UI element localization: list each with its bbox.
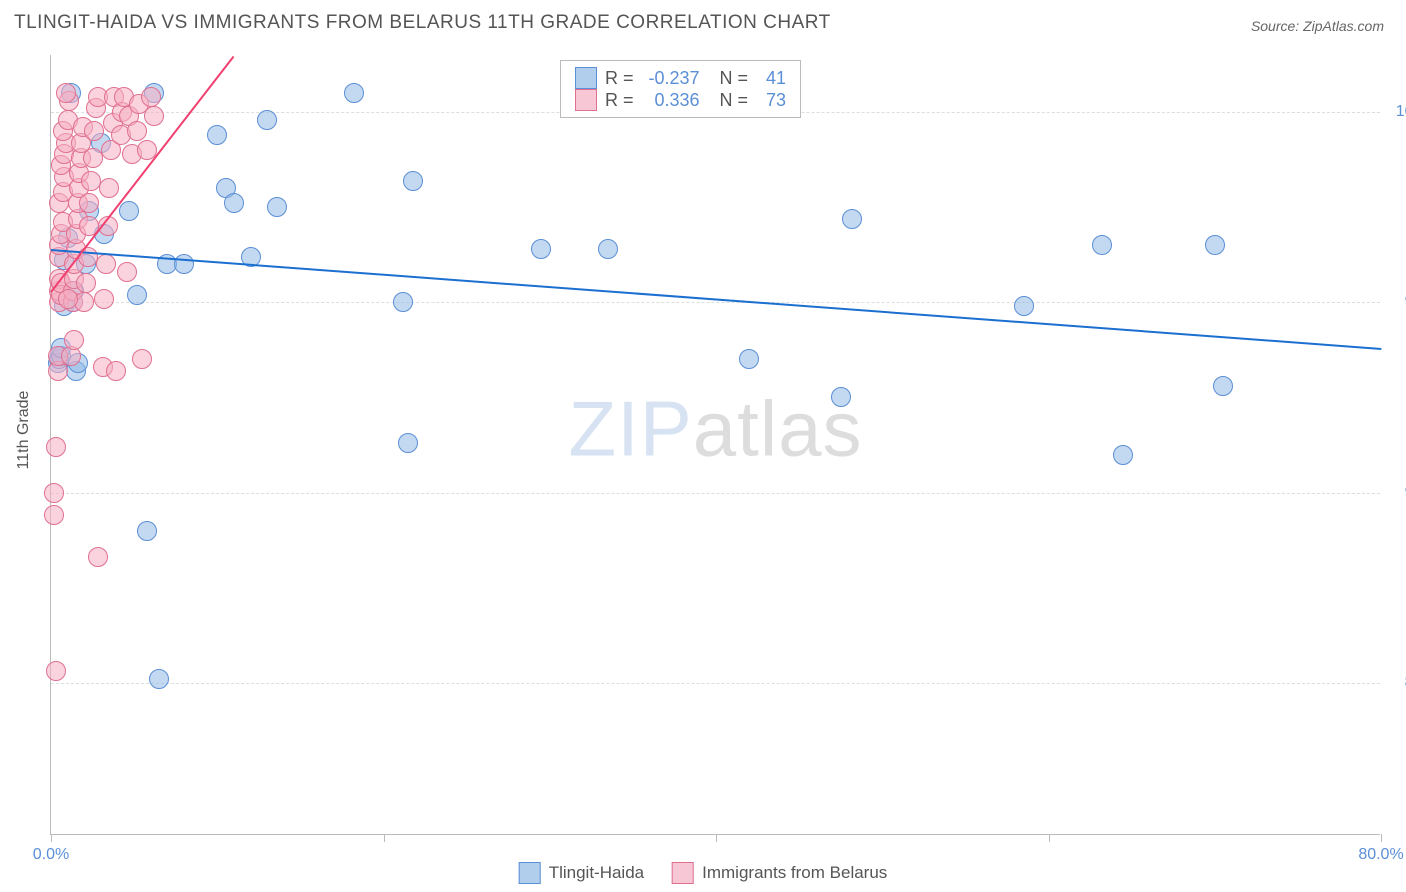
r-label: R = bbox=[605, 90, 634, 111]
series-legend-item: Tlingit-Haida bbox=[519, 862, 644, 884]
trend-line bbox=[51, 249, 1381, 350]
y-tick-label: 90.0% bbox=[1390, 484, 1406, 502]
scatter-point bbox=[83, 148, 103, 168]
scatter-point bbox=[224, 193, 244, 213]
scatter-point bbox=[141, 87, 161, 107]
scatter-point bbox=[174, 254, 194, 274]
gridline bbox=[51, 493, 1380, 494]
scatter-point bbox=[44, 483, 64, 503]
scatter-point bbox=[393, 292, 413, 312]
scatter-point bbox=[144, 106, 164, 126]
y-tick-label: 100.0% bbox=[1390, 103, 1406, 121]
plot-area: ZIPatlas 85.0%90.0%95.0%100.0%0.0%80.0% bbox=[50, 55, 1380, 835]
scatter-point bbox=[1205, 235, 1225, 255]
scatter-point bbox=[117, 262, 137, 282]
y-tick-label: 95.0% bbox=[1390, 293, 1406, 311]
x-tick bbox=[716, 834, 717, 842]
x-tick-label: 80.0% bbox=[1358, 846, 1403, 864]
scatter-point bbox=[76, 273, 96, 293]
r-value: -0.237 bbox=[642, 68, 700, 89]
scatter-point bbox=[842, 209, 862, 229]
scatter-point bbox=[831, 387, 851, 407]
series-legend-label: Immigrants from Belarus bbox=[702, 863, 887, 883]
y-axis-label: 11th Grade bbox=[15, 391, 33, 470]
stats-legend-row: R = 0.336 N = 73 bbox=[575, 89, 786, 111]
x-tick bbox=[1049, 834, 1050, 842]
n-label: N = bbox=[720, 68, 749, 89]
scatter-point bbox=[46, 661, 66, 681]
r-label: R = bbox=[605, 68, 634, 89]
scatter-point bbox=[137, 521, 157, 541]
legend-swatch bbox=[575, 67, 597, 89]
series-legend-label: Tlingit-Haida bbox=[549, 863, 644, 883]
r-value: 0.336 bbox=[642, 90, 700, 111]
scatter-point bbox=[267, 197, 287, 217]
n-value: 41 bbox=[756, 68, 786, 89]
scatter-point bbox=[598, 239, 618, 259]
scatter-point bbox=[257, 110, 277, 130]
legend-swatch bbox=[575, 89, 597, 111]
scatter-point bbox=[96, 254, 116, 274]
scatter-point bbox=[1113, 445, 1133, 465]
scatter-point bbox=[46, 437, 66, 457]
scatter-point bbox=[1213, 376, 1233, 396]
scatter-point bbox=[106, 361, 126, 381]
watermark: ZIPatlas bbox=[568, 383, 862, 474]
legend-swatch bbox=[519, 862, 541, 884]
scatter-point bbox=[79, 193, 99, 213]
scatter-point bbox=[78, 247, 98, 267]
series-legend-item: Immigrants from Belarus bbox=[672, 862, 887, 884]
scatter-point bbox=[207, 125, 227, 145]
scatter-point bbox=[127, 285, 147, 305]
scatter-point bbox=[1092, 235, 1112, 255]
scatter-point bbox=[531, 239, 551, 259]
legend-swatch bbox=[672, 862, 694, 884]
scatter-point bbox=[1014, 296, 1034, 316]
scatter-point bbox=[99, 178, 119, 198]
scatter-point bbox=[44, 505, 64, 525]
x-tick bbox=[1381, 834, 1382, 842]
scatter-point bbox=[84, 121, 104, 141]
scatter-point bbox=[127, 121, 147, 141]
scatter-point bbox=[56, 83, 76, 103]
scatter-point bbox=[403, 171, 423, 191]
scatter-point bbox=[119, 201, 139, 221]
chart-title: TLINGIT-HAIDA VS IMMIGRANTS FROM BELARUS… bbox=[14, 12, 831, 34]
n-label: N = bbox=[720, 90, 749, 111]
scatter-point bbox=[64, 330, 84, 350]
x-tick-label: 0.0% bbox=[33, 846, 69, 864]
x-tick bbox=[384, 834, 385, 842]
scatter-point bbox=[398, 433, 418, 453]
watermark-part-a: ZIP bbox=[568, 384, 692, 472]
x-tick bbox=[51, 834, 52, 842]
n-value: 73 bbox=[756, 90, 786, 111]
scatter-point bbox=[149, 669, 169, 689]
source-label: Source: ZipAtlas.com bbox=[1251, 18, 1384, 34]
scatter-point bbox=[739, 349, 759, 369]
scatter-point bbox=[132, 349, 152, 369]
stats-legend: R = -0.237 N = 41 R = 0.336 N = 73 bbox=[560, 60, 801, 118]
stats-legend-row: R = -0.237 N = 41 bbox=[575, 67, 786, 89]
y-tick-label: 85.0% bbox=[1390, 674, 1406, 692]
scatter-point bbox=[344, 83, 364, 103]
series-legend: Tlingit-Haida Immigrants from Belarus bbox=[519, 862, 888, 884]
scatter-point bbox=[88, 547, 108, 567]
scatter-point bbox=[94, 289, 114, 309]
scatter-point bbox=[81, 171, 101, 191]
scatter-point bbox=[58, 289, 78, 309]
gridline bbox=[51, 683, 1380, 684]
gridline bbox=[51, 302, 1380, 303]
